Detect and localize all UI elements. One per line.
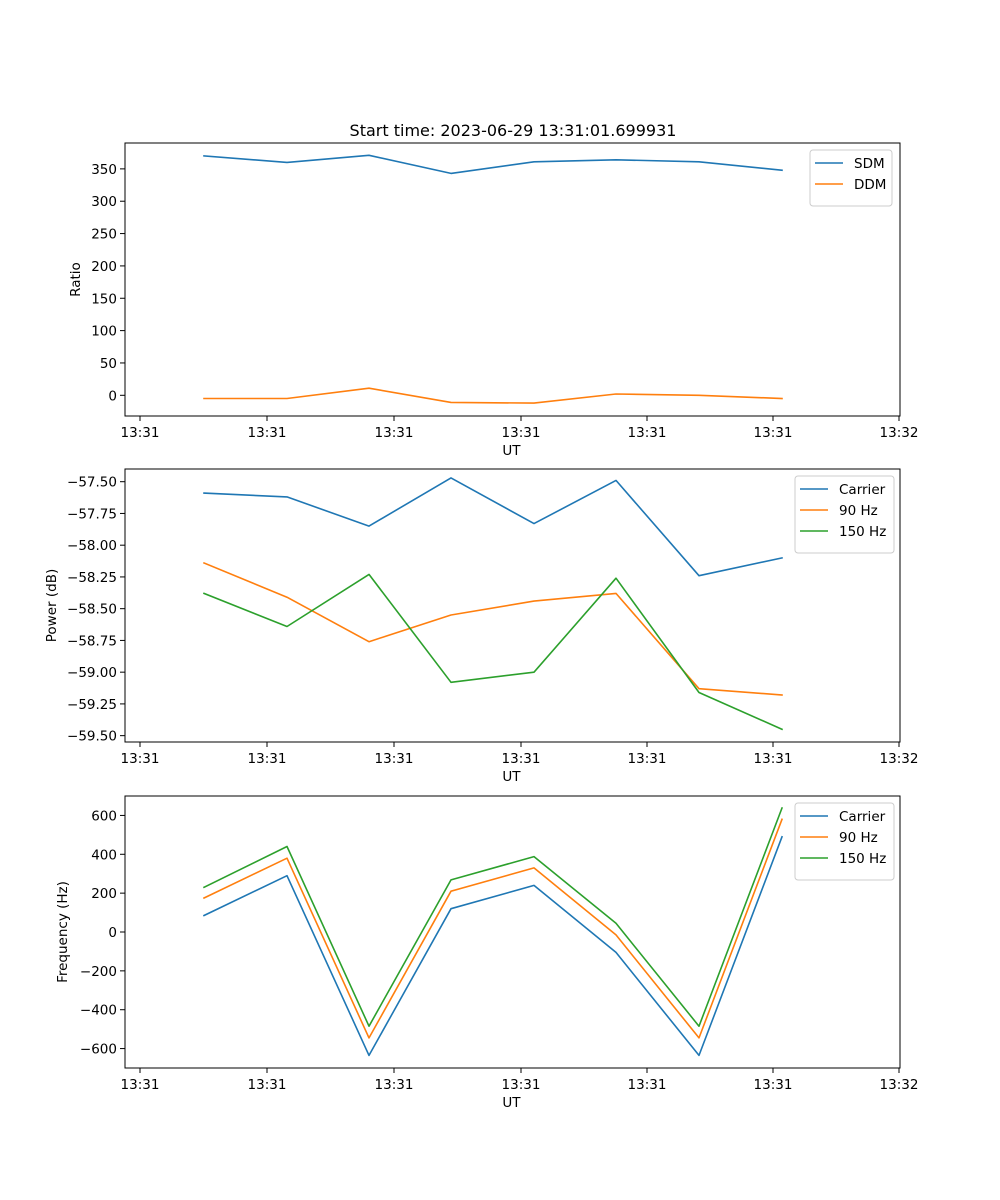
y-tick-label: −57.50 bbox=[67, 475, 117, 491]
y-tick-label: −600 bbox=[80, 1042, 117, 1058]
y-tick-label: −58.75 bbox=[67, 633, 117, 649]
y-tick-label: −59.00 bbox=[67, 665, 117, 681]
series-line-90-hz bbox=[202, 818, 784, 1039]
legend: SDM DDM bbox=[809, 149, 893, 207]
series-line-ddm bbox=[203, 387, 783, 404]
legend-label: 90 Hz bbox=[839, 503, 878, 519]
subplots: 13:31 13:31 13:31 13:31 13:31 13:31 13:32 0 50 10… bbox=[44, 142, 919, 1111]
y-tick-label: 600 bbox=[91, 808, 117, 824]
x-tick-label: 13:32 bbox=[880, 1077, 919, 1093]
x-tick-label: 13:32 bbox=[880, 751, 919, 767]
y-axis-label: Frequency (Hz) bbox=[55, 881, 71, 983]
y-tick-label: 250 bbox=[91, 227, 117, 243]
x-tick-label: 13:31 bbox=[248, 751, 287, 767]
y-tick-label: −59.50 bbox=[67, 729, 117, 745]
figure-title: Start time: 2023-06-29 13:31:01.699931 bbox=[350, 121, 677, 140]
legend: Carrier 90 Hz 150 Hz bbox=[794, 475, 895, 554]
x-tick-label: 13:31 bbox=[502, 1077, 541, 1093]
x-tick-label: 13:31 bbox=[754, 751, 793, 767]
y-tick-label: −200 bbox=[80, 964, 117, 980]
y-tick-label: −400 bbox=[80, 1003, 117, 1019]
y-tick-label: −58.50 bbox=[67, 602, 117, 618]
y-axis-label: Power (dB) bbox=[44, 569, 60, 642]
x-tick-label: 13:31 bbox=[121, 1077, 160, 1093]
x-tick-label: 13:31 bbox=[121, 425, 160, 441]
legend-box bbox=[794, 802, 895, 881]
series-line-carrier bbox=[202, 835, 784, 1057]
x-tick-label: 13:31 bbox=[754, 1077, 793, 1093]
y-tick-label: 0 bbox=[108, 925, 117, 941]
legend-label: SDM bbox=[854, 156, 885, 172]
x-tick-label: 13:31 bbox=[628, 1077, 667, 1093]
legend-label: DDM bbox=[854, 177, 886, 193]
x-tick-label: 13:31 bbox=[121, 751, 160, 767]
subplot-2: 13:31 13:31 13:31 13:31 13:31 13:31 13:32 −57.5… bbox=[44, 468, 919, 785]
subplot-1: 13:31 13:31 13:31 13:31 13:31 13:31 13:32 0 50 10… bbox=[68, 142, 919, 459]
x-axis-label: UT bbox=[502, 443, 521, 459]
series-line-150-hz bbox=[202, 573, 784, 731]
legend-label: Carrier bbox=[839, 809, 886, 825]
series-line-150-hz bbox=[202, 806, 784, 1027]
series-line-sdm bbox=[203, 154, 783, 175]
x-tick-label: 13:31 bbox=[628, 751, 667, 767]
y-tick-label: 100 bbox=[91, 324, 117, 340]
x-axis-label: UT bbox=[502, 1095, 521, 1111]
x-tick-label: 13:31 bbox=[375, 1077, 414, 1093]
x-tick-label: 13:31 bbox=[502, 751, 541, 767]
legend-label: Carrier bbox=[839, 482, 886, 498]
x-tick-label: 13:32 bbox=[880, 425, 919, 441]
axes-frame bbox=[124, 468, 901, 743]
legend: Carrier 90 Hz 150 Hz bbox=[794, 802, 895, 881]
x-tick-label: 13:31 bbox=[754, 425, 793, 441]
x-axis-label: UT bbox=[502, 769, 521, 785]
x-tick-label: 13:31 bbox=[248, 425, 287, 441]
y-tick-label: −57.75 bbox=[67, 506, 117, 522]
y-tick-label: 400 bbox=[91, 847, 117, 863]
legend-label: 90 Hz bbox=[839, 830, 878, 846]
axes-frame bbox=[124, 795, 901, 1069]
y-tick-label: −58.25 bbox=[67, 570, 117, 586]
legend-label: 150 Hz bbox=[839, 851, 886, 867]
y-tick-label: 0 bbox=[108, 388, 117, 404]
x-tick-label: 13:31 bbox=[628, 425, 667, 441]
legend-box bbox=[809, 149, 893, 207]
y-tick-label: 150 bbox=[91, 291, 117, 307]
y-tick-label: 200 bbox=[91, 886, 117, 902]
legend-box bbox=[794, 475, 895, 554]
axes-frame bbox=[124, 142, 901, 417]
y-tick-label: 350 bbox=[91, 162, 117, 178]
x-tick-label: 13:31 bbox=[375, 751, 414, 767]
y-tick-label: 200 bbox=[91, 259, 117, 275]
x-tick-label: 13:31 bbox=[502, 425, 541, 441]
series-line-carrier bbox=[203, 477, 783, 577]
y-tick-label: 300 bbox=[91, 194, 117, 210]
x-tick-label: 13:31 bbox=[248, 1077, 287, 1093]
x-tick-label: 13:31 bbox=[375, 425, 414, 441]
y-axis-label: Ratio bbox=[68, 262, 84, 297]
subplot-3: 13:31 13:31 13:31 13:31 13:31 13:31 13:32 −600 −… bbox=[55, 795, 919, 1111]
y-tick-label: −58.00 bbox=[67, 538, 117, 554]
y-tick-label: −59.25 bbox=[67, 697, 117, 713]
y-tick-label: 50 bbox=[100, 356, 117, 372]
legend-label: 150 Hz bbox=[839, 524, 886, 540]
